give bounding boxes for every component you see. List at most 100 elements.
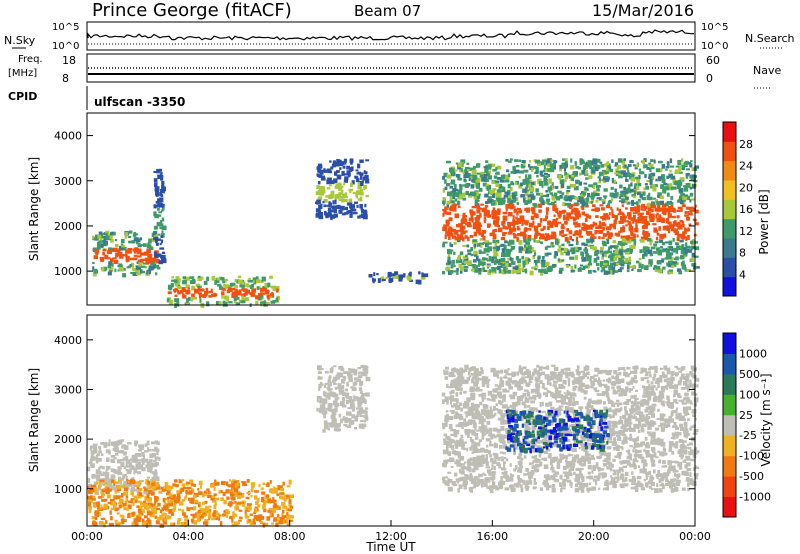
echo-cell — [464, 235, 468, 239]
echo-cell — [577, 268, 582, 272]
echo-cell — [464, 171, 469, 175]
echo-cell — [494, 228, 498, 232]
echo-cell — [453, 203, 458, 206]
echo-cell — [617, 170, 620, 174]
echo-cell — [465, 254, 468, 258]
echo-cell — [582, 192, 587, 196]
echo-cell — [527, 208, 531, 211]
echo-cell — [573, 221, 578, 225]
echo-cell — [656, 247, 660, 251]
echo-cell — [560, 251, 564, 256]
echo-cell — [535, 192, 541, 196]
echo-cell — [591, 208, 596, 212]
echo-cell — [584, 213, 589, 217]
echo-cell — [323, 414, 326, 419]
echo-cell — [689, 199, 692, 203]
echo-cell — [170, 522, 174, 527]
echo-cell — [615, 250, 620, 255]
echo-cell — [632, 386, 635, 389]
echo-cell — [343, 376, 346, 381]
echo-cell — [684, 194, 688, 197]
echo-cell — [648, 176, 651, 179]
echo-cell — [626, 366, 631, 370]
echo-cell — [131, 487, 136, 492]
echo-cell — [652, 204, 657, 209]
echo-cell — [499, 451, 504, 454]
echo-cell — [134, 440, 138, 445]
echo-cell — [665, 476, 668, 481]
echo-cell — [232, 513, 238, 517]
echo-cell — [660, 168, 663, 173]
echo-cell — [611, 270, 615, 275]
echo-cell — [105, 483, 110, 486]
echo-cell — [506, 176, 510, 179]
echo-cell — [612, 256, 617, 261]
echo-cell — [508, 373, 513, 376]
echo-cell — [220, 489, 223, 494]
echo-cell — [614, 253, 619, 256]
echo-cell — [527, 237, 532, 242]
echo-cell — [643, 368, 648, 373]
echo-cell — [458, 201, 461, 205]
echo-cell — [272, 300, 277, 303]
echo-cell — [368, 274, 373, 278]
echo-cell — [395, 274, 399, 278]
echo-cell — [656, 232, 660, 236]
echo-cell — [105, 469, 108, 475]
echo-cell — [221, 291, 225, 296]
echo-cell — [492, 188, 497, 191]
echo-cell — [536, 393, 542, 398]
echo-cell — [194, 288, 199, 294]
echo-cell — [326, 187, 331, 190]
echo-cell — [631, 244, 636, 249]
echo-cell — [676, 209, 681, 212]
echo-cell — [618, 200, 622, 203]
echo-cell — [473, 251, 478, 255]
echo-cell — [652, 175, 655, 180]
echo-cell — [452, 206, 457, 212]
echo-cell — [209, 484, 215, 488]
echo-cell — [599, 204, 604, 207]
echo-cell — [137, 509, 142, 512]
echo-cell — [623, 483, 629, 487]
echo-cell — [499, 395, 504, 399]
echo-cell — [181, 509, 185, 513]
echo-cell — [558, 411, 562, 416]
echo-cell — [98, 243, 104, 248]
echo-cell — [527, 417, 532, 421]
echo-cell — [158, 202, 163, 208]
echo-cell — [446, 211, 452, 215]
echo-cell — [516, 201, 519, 205]
echo-cell — [592, 184, 595, 188]
echo-cell — [648, 211, 651, 216]
echo-cell — [614, 214, 618, 220]
echo-cell — [590, 237, 595, 243]
echo-cell — [213, 510, 217, 515]
echo-cell — [551, 196, 556, 201]
echo-cell — [633, 374, 637, 379]
echo-cell — [647, 367, 651, 371]
nsky-tick-high: 10^5 — [52, 22, 79, 33]
echo-cell — [189, 276, 195, 279]
echo-cell — [617, 389, 621, 393]
echo-cell — [282, 519, 285, 524]
echo-cell — [506, 204, 510, 209]
echo-cell — [600, 252, 603, 255]
echo-cell — [661, 203, 667, 208]
echo-cell — [92, 445, 95, 449]
echo-cell — [328, 403, 333, 408]
echo-cell — [452, 410, 455, 414]
echo-cell — [613, 219, 617, 225]
echo-cell — [525, 426, 530, 431]
echo-cell — [564, 459, 568, 463]
echo-cell — [694, 241, 698, 244]
echo-cell — [529, 270, 534, 276]
echo-cell — [482, 472, 485, 475]
echo-cell — [560, 408, 563, 411]
echo-cell — [132, 501, 135, 506]
echo-cell — [598, 487, 601, 490]
echo-cell — [168, 301, 174, 305]
echo-cell — [127, 265, 131, 268]
echo-cell — [618, 196, 622, 199]
echo-cell — [341, 198, 345, 203]
